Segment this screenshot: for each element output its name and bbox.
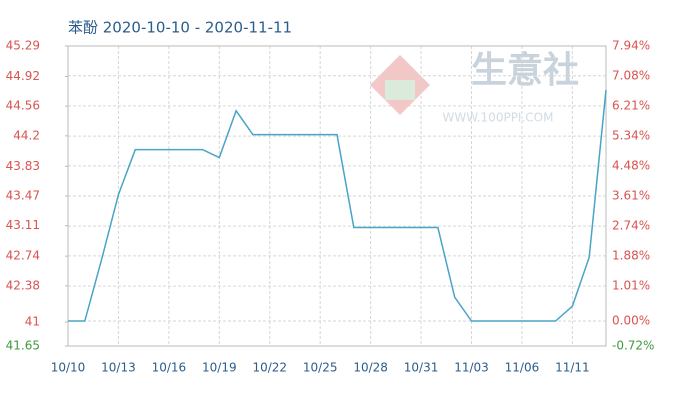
y-tick-label: 5.34% (612, 129, 650, 143)
y-tick-label: -0.72% (612, 339, 654, 353)
x-tick-label: 10/28 (353, 361, 388, 375)
chart-title: 苯酚 2020-10-10 - 2020-11-11 (68, 19, 292, 37)
x-tick-label: 11/03 (454, 361, 489, 375)
y2-tick-label: 44.2 (13, 128, 40, 142)
y2-tick-label: 41 (25, 315, 40, 329)
x-tick-label: 10/10 (51, 361, 86, 375)
x-tick-label: 10/16 (152, 361, 187, 375)
y2-tick-label: 43.47 (6, 189, 40, 203)
y-tick-label: 1.01% (612, 279, 650, 293)
y-tick-label: 4.48% (612, 158, 650, 172)
y-tick-label: 6.21% (612, 98, 650, 112)
x-tick-label: 10/31 (404, 361, 439, 375)
x-tick-label: 10/13 (101, 361, 136, 375)
y2-tick-label: 42.74 (6, 249, 40, 263)
y-tick-label: 0.00% (612, 314, 650, 328)
y2-tick-label: 43.83 (6, 159, 40, 173)
y2-tick-label: 45.29 (6, 39, 40, 53)
y-tick-label: 2.74% (612, 219, 650, 233)
y-tick-label: 7.94% (612, 39, 650, 53)
watermark-logo (370, 55, 430, 115)
data-line (68, 89, 607, 322)
y2-tick-label: 44.56 (6, 99, 40, 113)
x-tick-label: 11/06 (505, 361, 540, 375)
plot-frame (67, 45, 607, 347)
y-tick-label: 1.88% (612, 248, 650, 262)
y2-tick-label: 41.65 (6, 339, 40, 353)
watermark: 生意社 (471, 50, 579, 91)
x-tick-label: 10/25 (303, 361, 338, 375)
y2-tick-label: 44.92 (6, 69, 40, 83)
x-tick-label: 10/19 (202, 361, 237, 375)
x-tick-label: 11/11 (555, 361, 590, 375)
y2-tick-label: 42.38 (6, 278, 40, 292)
y-tick-label: 3.61% (612, 189, 650, 203)
y2-tick-label: 43.11 (6, 218, 40, 232)
watermark-url: WWW.100PPI.COM (443, 111, 554, 125)
x-tick-label: 10/22 (252, 361, 287, 375)
y-tick-label: 7.08% (612, 68, 650, 82)
